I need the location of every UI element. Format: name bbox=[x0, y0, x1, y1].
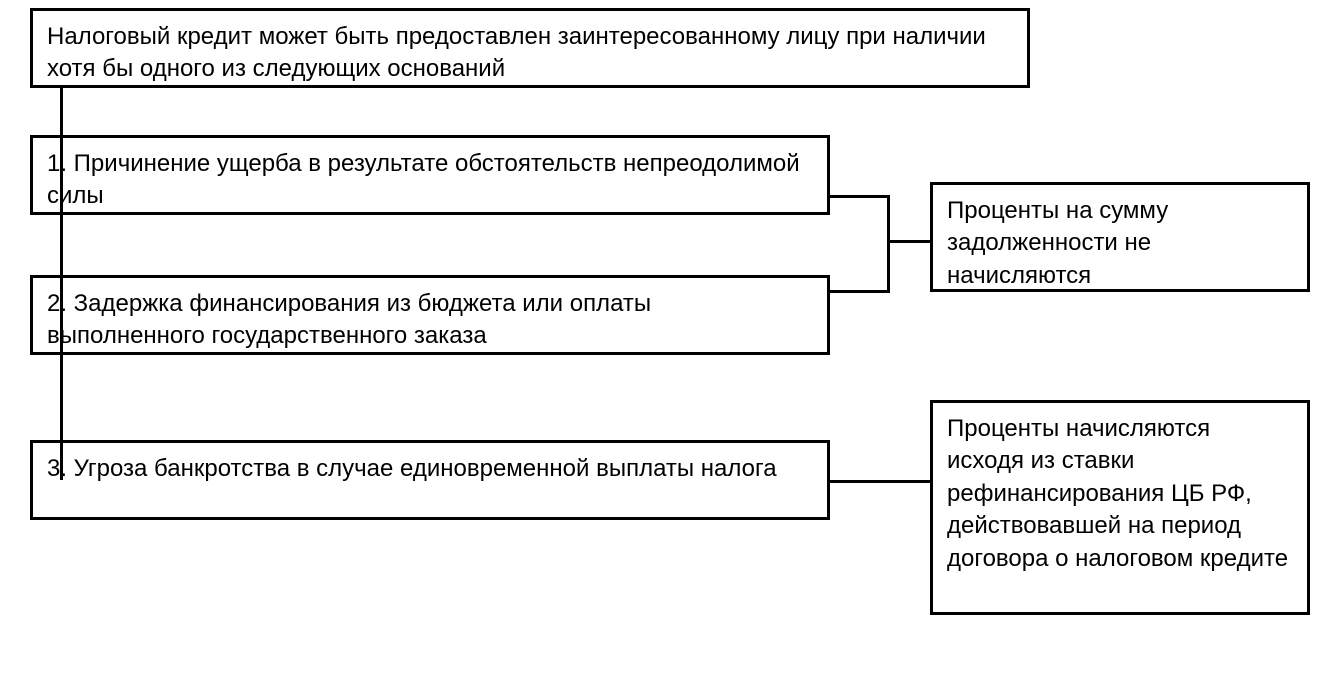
trunk-vertical bbox=[60, 88, 63, 480]
join-to-note1 bbox=[890, 240, 930, 243]
item3-box: 3. Угроза банкротства в случае единоврем… bbox=[30, 440, 830, 520]
note1-text: Проценты на сумму задолженности не начис… bbox=[947, 197, 1168, 289]
item2-right-h bbox=[830, 290, 890, 293]
note2-box: Проценты начисляются исходя из ставки ре… bbox=[930, 400, 1310, 615]
item3-text: 3. Угроза банкротства в случае единоврем… bbox=[47, 455, 777, 482]
join-vertical bbox=[887, 195, 890, 293]
note1-box: Проценты на сумму задолженности не начис… bbox=[930, 182, 1310, 292]
item2-text: 2. Задержка финансирования из бюджета ил… bbox=[47, 290, 651, 349]
item3-to-note2 bbox=[830, 480, 930, 483]
header-text: Налоговый кредит может быть предоставлен… bbox=[47, 23, 986, 82]
item2-box: 2. Задержка финансирования из бюджета ил… bbox=[30, 275, 830, 355]
item1-box: 1. Причинение ущерба в результате обстоя… bbox=[30, 135, 830, 215]
header-box: Налоговый кредит может быть предоставлен… bbox=[30, 8, 1030, 88]
item1-right-h bbox=[830, 195, 890, 198]
note2-text: Проценты начисляются исходя из ставки ре… bbox=[947, 415, 1288, 572]
item1-text: 1. Причинение ущерба в результате обстоя… bbox=[47, 150, 800, 209]
